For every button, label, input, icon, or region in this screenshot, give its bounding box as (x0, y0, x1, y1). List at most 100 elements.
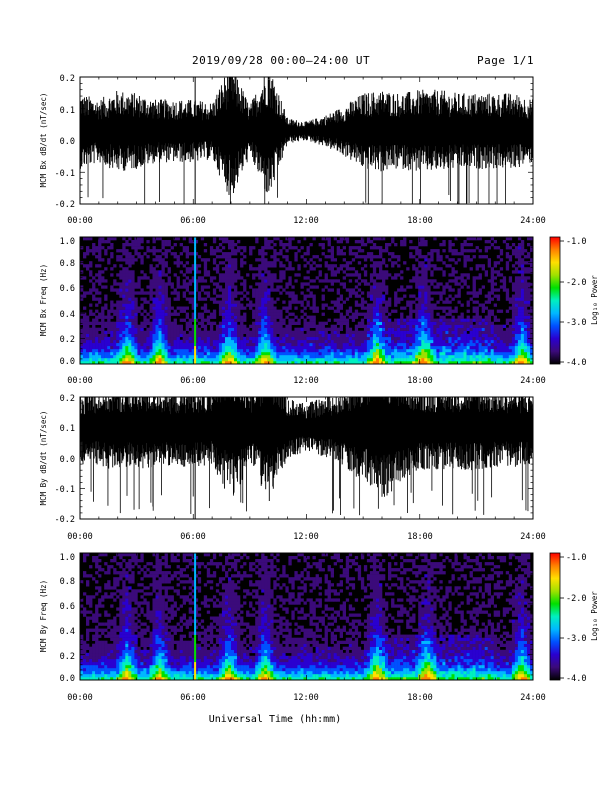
spectrogram-cell (300, 246, 304, 250)
spectrogram-cell (167, 267, 171, 271)
spectrogram-cell (297, 327, 301, 331)
spectrogram-cell (194, 318, 197, 322)
spectrogram-cell (303, 306, 307, 310)
spectrogram-cell (412, 279, 416, 283)
spectrogram-cell (225, 303, 229, 307)
spectrogram-cell (400, 306, 404, 310)
spectrogram-cell (463, 318, 467, 322)
spectrogram-cell (279, 321, 283, 325)
spectrogram-cell (517, 261, 522, 265)
spectrogram-cell (231, 339, 235, 344)
spectrogram-cell (294, 258, 298, 262)
spectrogram-cell (306, 303, 310, 307)
spectrogram-cell (424, 345, 428, 350)
spectrogram-cell (152, 249, 156, 253)
spectrogram-cell (421, 276, 425, 280)
spectrogram-cell (86, 237, 90, 241)
spectrogram-cell (116, 649, 120, 654)
spectrogram-cell (379, 261, 383, 265)
spectrogram-cell (149, 288, 153, 292)
spectrogram-cell (255, 237, 259, 241)
spectrogram-cell (379, 303, 383, 307)
spectrogram-cell (225, 345, 229, 350)
spectrogram-cell (188, 354, 192, 359)
spectrogram-cell (363, 330, 368, 334)
spectrogram-cell (282, 288, 286, 292)
spectrogram-cell (119, 616, 123, 620)
spectrogram-cell (267, 318, 271, 322)
spectrogram-cell (520, 315, 525, 319)
spectrogram-cell (188, 282, 192, 286)
spectrogram-cell (312, 336, 316, 341)
spectrogram-cell (264, 348, 268, 353)
spectrogram-cell (173, 312, 177, 316)
spectrogram-cell (372, 333, 377, 338)
spectrogram-cell (391, 333, 395, 338)
spectrogram-cell (436, 354, 440, 359)
spectrogram-cell (188, 358, 192, 362)
spectrogram-cell (324, 342, 328, 347)
spectrogram-cell (372, 318, 377, 322)
spectrogram-cell (406, 315, 410, 319)
spectrogram-cell (89, 646, 93, 650)
spectrogram-cell (303, 276, 307, 280)
spectrogram-cell (466, 309, 470, 313)
spectrogram-cell (146, 361, 150, 365)
spectrogram-cell (312, 333, 316, 338)
spectrogram-cell (324, 354, 328, 359)
spectrogram-cell (167, 243, 171, 247)
spectrogram-cell (372, 348, 377, 353)
spectrogram-cell (89, 661, 93, 666)
spectrogram-cell (379, 345, 383, 350)
spectrogram-cell (116, 330, 120, 334)
spectrogram-cell (291, 297, 295, 301)
spectrogram-cell (125, 243, 129, 247)
spectrogram-cell (218, 345, 223, 350)
spectrogram-cell (200, 297, 205, 301)
spectrogram-cell (98, 246, 102, 250)
spectrogram-cell (466, 342, 470, 347)
spectrogram-cell (530, 309, 534, 313)
spectrogram-cell (297, 321, 301, 325)
spectrogram-cell (403, 318, 407, 322)
spectrogram-cell (140, 291, 144, 295)
spectrogram-cell (237, 358, 241, 362)
spectrogram-cell (439, 255, 443, 259)
spectrogram-cell (116, 315, 120, 319)
spectrogram-cell (454, 261, 458, 265)
spectrogram-cell (300, 303, 304, 307)
spectrogram-cell (430, 318, 434, 322)
spectrogram-cell (372, 273, 377, 277)
spectrogram-cell (300, 348, 304, 353)
spectrogram-cell (170, 291, 174, 295)
spectrogram-cell (372, 291, 377, 295)
spectrogram-cell (382, 276, 386, 280)
spectrogram-cell (191, 252, 195, 256)
spectrogram-cell (200, 318, 205, 322)
spectrogram-cell (294, 306, 298, 310)
spectrogram-cell (454, 324, 458, 328)
spectrogram-cell (237, 318, 241, 322)
spectrogram-cell (89, 361, 93, 365)
spectrogram-cell (218, 327, 223, 331)
spectrogram-cell (388, 327, 392, 331)
spectrogram-cell (101, 358, 105, 362)
spectrogram-cell (469, 336, 473, 341)
spectrogram-cell (288, 246, 292, 250)
spectrogram-cell (294, 354, 298, 359)
spectrogram-cell (403, 348, 407, 353)
spectrogram-cell (122, 330, 126, 334)
spectrogram-cell (101, 646, 105, 650)
spectrogram-cell (252, 333, 256, 338)
spectrogram-cell (149, 321, 153, 325)
spectrogram-cell (511, 315, 516, 319)
spectrogram-cell (119, 674, 123, 678)
spectrogram-cell (376, 318, 380, 322)
spectrogram-cell (303, 351, 307, 356)
spectrogram-cell (270, 288, 274, 292)
spectrogram-cell (460, 303, 464, 307)
spectrogram-cell (149, 345, 153, 350)
spectrogram-cell (234, 252, 238, 256)
spectrogram-cell (436, 306, 440, 310)
spectrogram-cell (517, 246, 522, 250)
